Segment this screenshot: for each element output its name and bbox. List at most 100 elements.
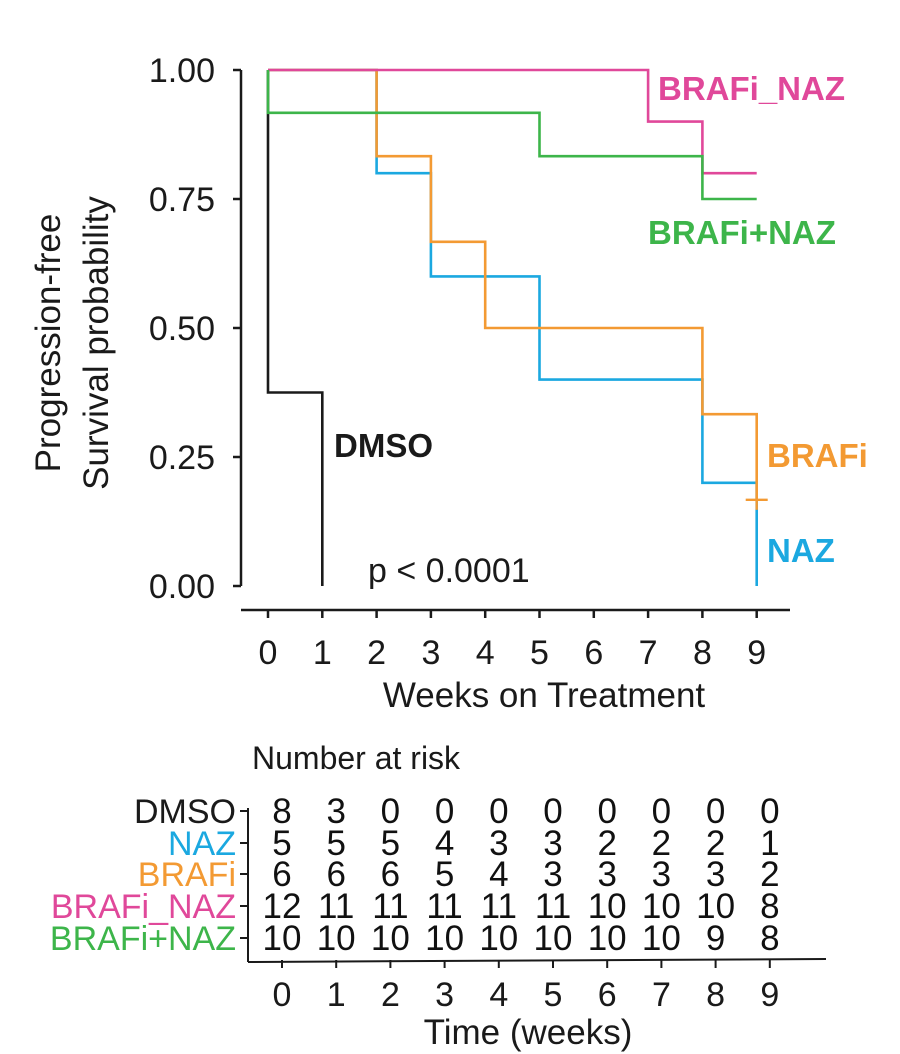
risk-value: 2 <box>597 824 616 863</box>
risk-value: 2 <box>760 855 779 894</box>
risk-value: 8 <box>272 792 291 831</box>
risk-value: 11 <box>372 887 408 926</box>
x-tick-label: 2 <box>367 634 386 672</box>
risk-value: 0 <box>706 792 725 831</box>
risk-value: 10 <box>588 919 627 958</box>
risk-x-tick-label: 0 <box>273 976 292 1014</box>
km-curve-brafi-naz <box>268 68 757 175</box>
risk-x-tick-label: 5 <box>544 976 563 1014</box>
risk-x-tick-label: 1 <box>327 976 346 1014</box>
risk-value: 11 <box>318 887 354 926</box>
risk-value: 5 <box>381 824 400 863</box>
risk-value: 10 <box>317 919 356 958</box>
risk-value: 10 <box>479 919 518 958</box>
y-tick-label: 0.00 <box>149 568 215 606</box>
risk-x-tick-label: 3 <box>435 976 454 1014</box>
risk-value: 2 <box>706 824 725 863</box>
risk-row-label: DMSO <box>134 793 236 831</box>
series-label-naz: NAZ <box>767 532 835 569</box>
risk-value: 11 <box>535 887 571 926</box>
risk-value: 10 <box>425 919 464 958</box>
risk-value: 5 <box>435 855 454 894</box>
y-axis-title-line2: Survival probability <box>77 196 116 490</box>
risk-value: 0 <box>435 792 454 831</box>
risk-value: 3 <box>543 855 562 894</box>
risk-value: 1 <box>760 824 779 863</box>
risk-value: 10 <box>588 887 627 926</box>
risk-row-label: BRAFi+NAZ <box>50 920 236 958</box>
risk-value: 0 <box>381 792 400 831</box>
risk-table-x-title: Time (weeks) <box>424 1013 633 1052</box>
x-axis-title: Weeks on Treatment <box>383 676 706 715</box>
km-curve-dmso <box>266 70 324 586</box>
risk-value: 9 <box>706 919 725 958</box>
risk-values: 8 3 0 0 0 0 0 0 0 05 5 5 4 3 3 2 2 2 16 6 6 5 4 3 3 3 3 212 11 11 11 11… <box>263 792 780 958</box>
y-axis-title-line1: Progression-free <box>29 214 68 473</box>
risk-value: 0 <box>543 792 562 831</box>
x-tick-label: 7 <box>639 634 658 672</box>
risk-value: 3 <box>326 792 345 831</box>
risk-value: 5 <box>272 824 291 863</box>
risk-value: 3 <box>706 855 725 894</box>
x-tick-label: 3 <box>421 634 440 672</box>
risk-value: 4 <box>489 855 508 894</box>
risk-x-tick-label: 2 <box>381 976 400 1014</box>
x-tick-label: 5 <box>530 634 549 672</box>
risk-row-label: NAZ <box>168 825 236 863</box>
risk-value: 6 <box>272 855 291 894</box>
risk-value: 10 <box>534 919 573 958</box>
x-tick-label: 9 <box>747 634 766 672</box>
y-tick-label: 0.25 <box>149 439 215 477</box>
risk-value: 3 <box>543 824 562 863</box>
y-tick-group: 0.00 0.25 0.50 0.75 1.00 <box>149 52 241 606</box>
risk-value: 0 <box>597 792 616 831</box>
series-label-brafi-naz-underscore: BRAFi_NAZ <box>658 70 845 107</box>
x-tick-label: 1 <box>313 634 332 672</box>
x-tick-label: 4 <box>476 634 495 672</box>
km-curve-brafi <box>268 68 758 500</box>
risk-row-tick-group <box>240 810 248 939</box>
x-tick-label: 8 <box>693 634 712 672</box>
risk-value: 4 <box>435 824 454 863</box>
y-tick-label: 0.50 <box>149 310 215 348</box>
risk-value: 10 <box>696 887 735 926</box>
risk-value: 3 <box>597 855 616 894</box>
risk-value: 8 <box>760 887 779 926</box>
km-curve-brafi-naz <box>266 70 757 201</box>
p-value-label: p < 0.0001 <box>368 552 530 590</box>
risk-value: 3 <box>489 824 508 863</box>
risk-value: 10 <box>263 919 302 958</box>
risk-table-x-axis <box>247 958 827 963</box>
series-label-brafi-plus-naz: BRAFi+NAZ <box>648 214 836 251</box>
risk-x-tick-label: 8 <box>706 976 725 1014</box>
risk-x-tick-label: 7 <box>652 976 671 1014</box>
risk-value: 8 <box>760 919 779 958</box>
series-label-brafi: BRAFi <box>767 437 868 474</box>
x-tick-label: 6 <box>584 634 603 672</box>
risk-row-label: BRAFi <box>138 856 236 894</box>
risk-table-title: Number at risk <box>252 740 461 776</box>
y-tick-label: 0.75 <box>149 181 215 219</box>
risk-value: 12 <box>263 887 302 926</box>
risk-value: 0 <box>489 792 508 831</box>
risk-row-label: BRAFi_NAZ <box>51 888 236 926</box>
risk-x-tick-label: 4 <box>489 976 508 1014</box>
risk-value: 6 <box>326 855 345 894</box>
risk-x-tick-label: 9 <box>760 976 779 1014</box>
risk-x-tick-label: 6 <box>598 976 617 1014</box>
risk-value: 10 <box>642 887 681 926</box>
km-curves <box>266 68 768 586</box>
risk-value: 3 <box>652 855 671 894</box>
y-tick-label: 1.00 <box>149 52 215 90</box>
risk-value: 0 <box>652 792 671 831</box>
risk-value: 10 <box>642 919 681 958</box>
risk-value: 0 <box>760 792 779 831</box>
x-tick-label: 0 <box>259 634 278 672</box>
risk-value: 11 <box>481 887 517 926</box>
